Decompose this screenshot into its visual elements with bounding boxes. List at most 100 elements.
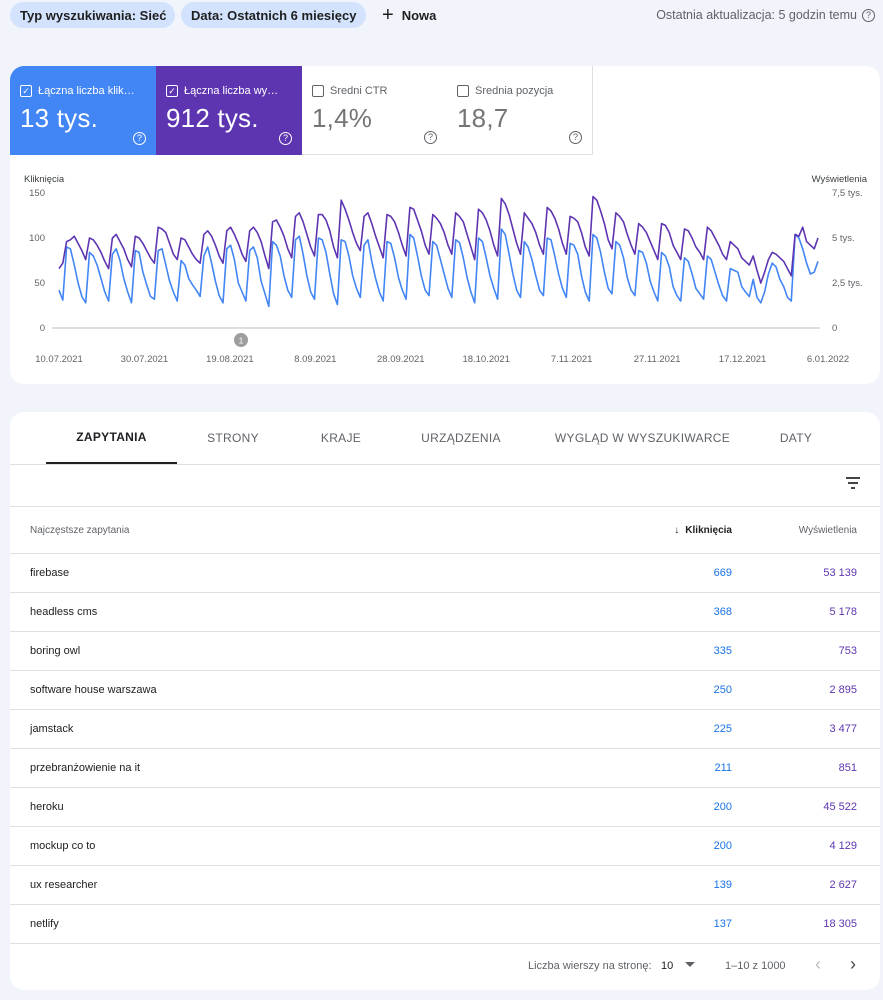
metric-total-impressions[interactable]: ✓ Łączna liczba wy… 912 tys. ? (156, 66, 302, 155)
new-filter-button[interactable]: + Nowa (382, 2, 436, 28)
previous-page-icon[interactable]: ‹ (815, 954, 821, 974)
checkbox-checked-icon[interactable]: ✓ (166, 85, 178, 97)
help-icon[interactable]: ? (569, 131, 582, 144)
x-tick-label: 17.12.2021 (719, 354, 767, 365)
table-row[interactable]: firebase 669 53 139 (10, 554, 880, 593)
tab-dates[interactable]: DATY (779, 431, 813, 445)
filter-icon[interactable] (846, 477, 860, 492)
clicks-cell: 225 (713, 723, 732, 735)
clicks-cell: 669 (713, 567, 732, 579)
query-cell: ux researcher (30, 879, 98, 891)
impressions-cell: 4 129 (829, 840, 857, 852)
impressions-cell: 2 627 (829, 879, 857, 891)
impressions-cell: 2 895 (829, 684, 857, 696)
checkbox-unchecked-icon[interactable] (312, 85, 324, 97)
left-axis-title: Kliknięcia (24, 174, 65, 185)
help-icon[interactable]: ? (862, 8, 875, 22)
x-tick-label: 27.11.2021 (634, 354, 681, 365)
table-row[interactable]: przebranżowienie na it 211 851 (10, 749, 880, 788)
table-row[interactable]: software house warszawa 250 2 895 (10, 671, 880, 710)
clicks-cell: 200 (713, 840, 732, 852)
metric-value: 13 tys. (20, 103, 98, 133)
x-tick-label: 18.10.2021 (462, 354, 510, 365)
query-cell: boring owl (30, 645, 81, 657)
table-toolbar (10, 465, 880, 507)
page-range: 1–10 z 1000 (725, 960, 786, 972)
impressions-cell: 53 139 (823, 567, 857, 579)
tab-search-appearance[interactable]: WYGLĄD W WYSZUKIWARCE (554, 431, 731, 445)
help-icon[interactable]: ? (279, 132, 292, 145)
y-tick-label-left: 50 (34, 278, 45, 289)
date-range-label: Data: Ostatnich 6 miesięcy (191, 7, 357, 23)
y-tick-label-left: 0 (40, 323, 45, 334)
clicks-series-line (58, 228, 819, 308)
filter-bar: Typ wyszukiwania: Sieć Data: Ostatnich 6… (0, 0, 883, 32)
x-tick-label: 10.07.2021 (35, 354, 83, 365)
clicks-cell: 211 (714, 762, 732, 774)
impressions-cell: 851 (838, 762, 857, 774)
next-page-icon[interactable]: › (850, 954, 856, 974)
x-tick-label: 7.11.2021 (551, 354, 593, 365)
report-tabs: ZAPYTANIA STRONY KRAJE URZĄDZENIA WYGLĄD… (10, 412, 880, 465)
performance-chart: Kliknięcia Wyświetlenia 150 100 50 0 7,5 tys. 5… (24, 174, 868, 365)
impressions-cell: 5 178 (829, 606, 857, 618)
column-header-clicks[interactable]: ↓ Kliknięcia (674, 525, 732, 536)
column-header-clicks-label: Kliknięcia (685, 525, 732, 536)
column-header-impressions[interactable]: Wyświetlenia (798, 525, 857, 536)
query-cell: netlify (30, 918, 59, 930)
right-axis-title: Wyświetlenia (812, 174, 868, 185)
query-cell: software house warszawa (30, 684, 157, 696)
checkbox-checked-icon[interactable]: ✓ (20, 85, 32, 97)
annotation-marker (234, 333, 248, 347)
query-cell: jamstack (30, 723, 74, 735)
tab-countries[interactable]: KRAJE (320, 431, 362, 445)
last-update-info: Ostatnia aktualizacja: 5 godzin temu ? (656, 2, 875, 28)
metric-value: 1,4% (312, 103, 373, 133)
impressions-series-line (58, 195, 819, 284)
performance-card: ✓ Łączna liczba klik… 13 tys. ? ✓ Łączna l… (10, 66, 880, 384)
table-header: Najczęstsze zapytania ↓ Kliknięcia Wyświe… (10, 507, 880, 554)
sort-arrow-down-icon: ↓ (674, 525, 680, 536)
tab-devices[interactable]: URZĄDZENIA (421, 431, 501, 445)
date-range-chip[interactable]: Data: Ostatnich 6 miesięcy (181, 2, 366, 28)
impressions-cell: 3 477 (829, 723, 857, 735)
help-icon[interactable]: ? (424, 131, 437, 144)
table-row[interactable]: boring owl 335 753 (10, 632, 880, 671)
rows-per-page-select[interactable]: 10 (661, 960, 674, 972)
query-cell: firebase (30, 567, 70, 579)
tab-pages[interactable]: STRONY (207, 431, 259, 445)
y-tick-label-right: 5 tys. (832, 233, 855, 244)
y-tick-label-right: 0 (832, 323, 837, 334)
metric-value: 912 tys. (166, 103, 259, 133)
annotation-label: 1 (239, 336, 244, 346)
table-row[interactable]: netlify 137 18 305 (10, 905, 880, 944)
metric-value: 18,7 (457, 103, 509, 133)
y-tick-label-left: 100 (29, 233, 45, 244)
metric-label: Łączna liczba klik… (38, 85, 135, 97)
impressions-cell: 753 (838, 645, 857, 657)
table-row[interactable]: mockup co to 200 4 129 (10, 827, 880, 866)
dropdown-arrow-icon[interactable] (685, 962, 695, 967)
y-tick-label-left: 150 (29, 188, 45, 199)
table-row[interactable]: heroku 200 45 522 (10, 788, 880, 827)
tab-queries[interactable]: ZAPYTANIA (46, 412, 177, 464)
table-row[interactable]: jamstack 225 3 477 (10, 710, 880, 749)
y-tick-label-right: 2,5 tys. (832, 278, 863, 289)
table-row[interactable]: ux researcher 139 2 627 (10, 866, 880, 905)
checkbox-unchecked-icon[interactable] (457, 85, 469, 97)
query-cell: heroku (30, 801, 64, 813)
search-type-chip[interactable]: Typ wyszukiwania: Sieć (10, 2, 175, 28)
metric-average-position[interactable]: Średnia pozycja 18,7 ? (447, 66, 593, 155)
query-cell: mockup co to (30, 840, 96, 852)
clicks-cell: 139 (713, 879, 732, 891)
help-icon[interactable]: ? (133, 132, 146, 145)
metric-average-ctr[interactable]: Średni CTR 1,4% ? (302, 66, 448, 155)
x-tick-label: 30.07.2021 (121, 354, 169, 365)
table-row[interactable]: headless cms 368 5 178 (10, 593, 880, 632)
x-tick-label: 19.08.2021 (206, 354, 254, 365)
metric-total-clicks[interactable]: ✓ Łączna liczba klik… 13 tys. ? (10, 66, 156, 155)
query-cell: headless cms (30, 606, 98, 618)
x-tick-label: 28.09.2021 (377, 354, 425, 365)
column-header-query: Najczęstsze zapytania (30, 525, 130, 536)
pagination: Liczba wierszy na stronę: 10 1–10 z 1000… (10, 942, 880, 986)
